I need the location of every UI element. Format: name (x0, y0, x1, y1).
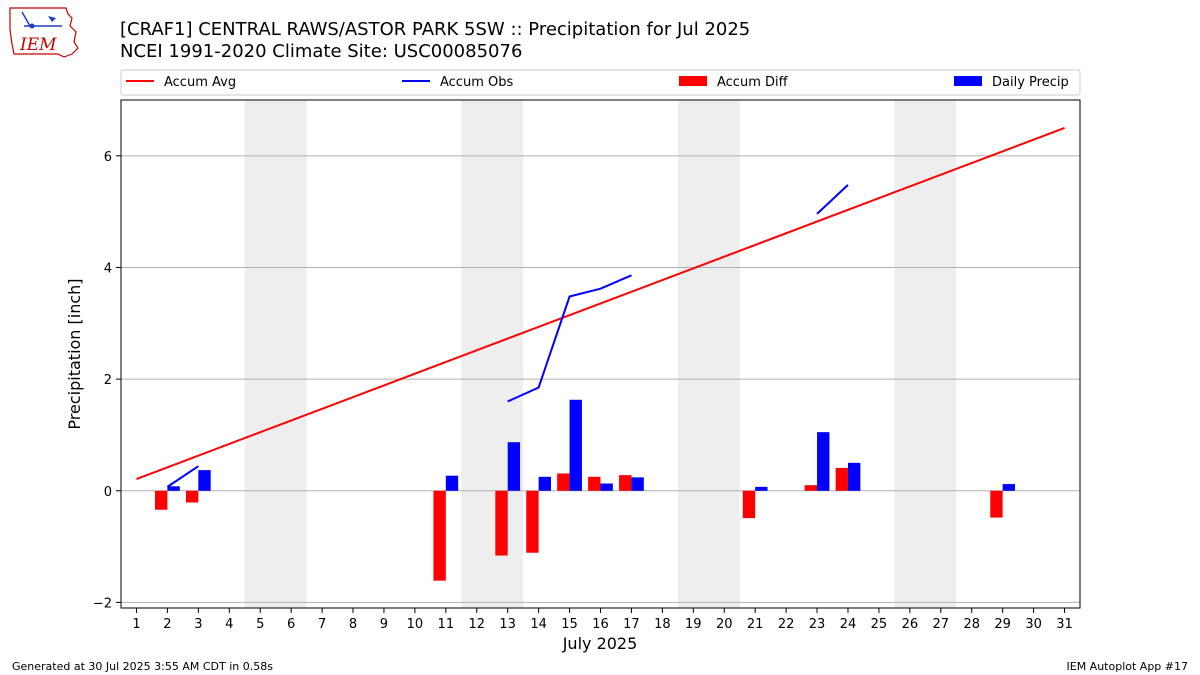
weekend-band-0 (244, 100, 307, 608)
accum-diff-bar-day-17 (619, 475, 632, 491)
x-tick-label: 14 (530, 617, 547, 632)
y-tick-label: 6 (104, 150, 112, 165)
legend-item-accum-obs: Accum Obs (402, 75, 513, 90)
x-tick-label: 5 (256, 617, 264, 632)
x-tick-label: 25 (871, 617, 888, 632)
accum-avg-line (136, 126, 1065, 480)
x-axis-label: July 2025 (562, 634, 638, 653)
bars (155, 399, 1016, 581)
accum-diff-bar-day-2 (155, 490, 168, 510)
x-tick-label: 16 (592, 617, 609, 632)
legend-item-accum-avg: Accum Avg (126, 75, 236, 90)
daily-precip-bar-day-29 (1002, 484, 1016, 491)
x-tick-label: 17 (623, 617, 640, 632)
x-tick-label: 15 (561, 617, 578, 632)
x-tick-label: 18 (654, 617, 671, 632)
daily-precip-bar-day-24 (847, 462, 861, 491)
x-tick-label: 4 (225, 617, 233, 632)
weekend-band-3 (894, 100, 957, 608)
accum-diff-bar-day-13 (495, 490, 508, 556)
legend-item-daily-precip: Daily Precip (954, 75, 1069, 90)
accum-diff-bar-day-11 (433, 490, 446, 581)
daily-precip-bar-day-11 (445, 475, 459, 491)
daily-precip-bar-day-23 (817, 432, 830, 491)
legend-label-accum-avg: Accum Avg (164, 75, 236, 90)
iem-logo: IEM (9, 7, 79, 58)
daily-precip-bar-day-15 (569, 399, 582, 491)
chart-subtitle: NCEI 1991-2020 Climate Site: USC00085076 (120, 41, 522, 62)
x-tick-label: 3 (194, 617, 202, 632)
y-tick-label: 2 (104, 373, 112, 388)
accum-diff-bar-day-29 (990, 490, 1003, 518)
accum-obs-line-segment-1 (507, 274, 632, 403)
accum-diff-bar-day-14 (526, 490, 539, 553)
legend-label-accum-obs: Accum Obs (440, 75, 513, 90)
y-tick-label: 4 (104, 261, 112, 276)
daily-precip-bar-day-13 (507, 442, 521, 491)
x-tick-label: 12 (468, 617, 485, 632)
accum-obs-line-segment-0 (166, 465, 199, 488)
daily-precip-bar-day-2 (167, 486, 180, 491)
app-label: IEM Autoplot App #17 (1067, 660, 1189, 673)
x-tick-label: 13 (499, 617, 516, 632)
accum-diff-bar-day-23 (804, 485, 818, 491)
logo-text: IEM (19, 35, 57, 55)
accum-diff-bar-day-16 (588, 476, 601, 491)
daily-precip-bar-day-17 (631, 477, 644, 491)
x-tick-label: 9 (380, 617, 388, 632)
legend: Accum Avg Accum Obs Accum Diff Daily Pre… (120, 69, 1081, 96)
x-axis-ticks: 1 2 3 4 5 6 7 8 9 10 11 12 13 14 15 16 17 18 19 20 21 22 23 24 2… (132, 608, 1073, 632)
x-tick-label: 28 (963, 617, 980, 632)
daily-precip-bar-day-14 (538, 476, 552, 491)
x-tick-label: 6 (287, 617, 295, 632)
x-tick-label: 29 (994, 617, 1011, 632)
x-tick-label: 11 (438, 617, 455, 632)
legend-item-accum-diff: Accum Diff (679, 75, 789, 90)
x-tick-label: 7 (318, 617, 326, 632)
x-tick-label: 21 (747, 617, 764, 632)
x-tick-label: 20 (716, 617, 733, 632)
x-tick-label: 8 (349, 617, 357, 632)
x-tick-label: 31 (1056, 617, 1073, 632)
x-tick-label: 19 (685, 617, 702, 632)
weekend-band-2 (677, 100, 740, 608)
generated-text: Generated at 30 Jul 2025 3:55 AM CDT in … (12, 660, 273, 673)
daily-precip-bar-day-21 (755, 486, 768, 491)
lines (136, 126, 1065, 488)
daily-precip-bar-day-16 (600, 483, 613, 491)
x-tick-label: 26 (902, 617, 919, 632)
weekend-band-1 (461, 100, 524, 608)
y-axis-ticks: −2 0 2 4 6 (93, 150, 121, 611)
accum-obs-line-segment-2 (816, 184, 849, 215)
daily-precip-bar-day-3 (198, 470, 211, 491)
x-tick-label: 27 (933, 617, 950, 632)
legend-label-daily-precip: Daily Precip (992, 75, 1069, 90)
x-tick-label: 30 (1025, 617, 1042, 632)
accum-diff-bar-day-15 (557, 473, 570, 491)
weekend-shading (244, 100, 957, 608)
chart-title: [CRAF1] CENTRAL RAWS/ASTOR PARK 5SW :: P… (120, 19, 750, 40)
accum-diff-bar-day-3 (185, 490, 199, 503)
y-axis-label: Precipitation [inch] (65, 278, 84, 429)
x-tick-label: 10 (407, 617, 424, 632)
x-tick-label: 22 (778, 617, 795, 632)
y-tick-label: 0 (104, 485, 112, 500)
x-tick-label: 2 (163, 617, 171, 632)
y-tick-label: −2 (93, 596, 112, 611)
x-tick-label: 23 (809, 617, 826, 632)
x-tick-label: 1 (132, 617, 140, 632)
accum-diff-bar-day-21 (742, 490, 756, 519)
x-tick-label: 24 (840, 617, 857, 632)
accum-diff-bar-day-24 (835, 467, 848, 491)
legend-label-accum-diff: Accum Diff (717, 75, 789, 90)
